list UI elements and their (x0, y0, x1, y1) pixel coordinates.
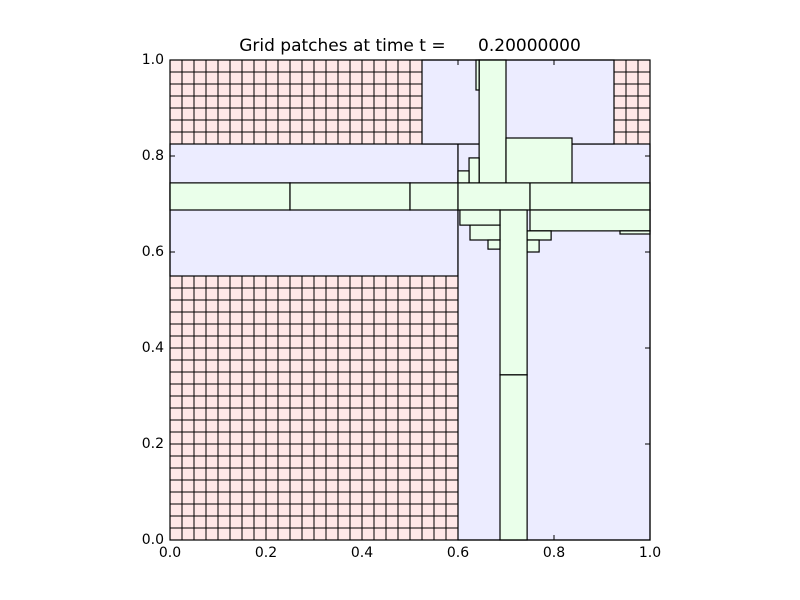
patch (468, 157, 480, 184)
patch (457, 182, 531, 211)
patch (619, 230, 651, 235)
x-tick-label: 0.2 (255, 545, 277, 561)
y-tick-label: 0.4 (142, 340, 164, 356)
y-tick-label: 0.8 (142, 148, 164, 164)
patch (487, 239, 501, 250)
y-tick-label: 0.0 (142, 532, 164, 548)
patch (469, 224, 501, 241)
patch (409, 182, 459, 211)
patch (499, 209, 528, 376)
patch (421, 59, 615, 145)
x-tick-label: 0.4 (351, 545, 373, 561)
patch (475, 59, 480, 91)
patch (529, 209, 651, 232)
patch (478, 59, 507, 184)
y-tick-label: 1.0 (142, 52, 164, 68)
patch (169, 182, 291, 211)
patch (499, 374, 528, 541)
x-tick-label: 1.0 (639, 545, 661, 561)
patch (289, 182, 411, 211)
patch (457, 170, 470, 184)
axes-frame (169, 59, 651, 541)
x-tick-label: 0.0 (159, 545, 181, 561)
patch (526, 239, 540, 253)
y-tick-label: 0.6 (142, 244, 164, 260)
x-tick-label: 0.6 (447, 545, 469, 561)
patch (459, 209, 501, 226)
patch (529, 182, 651, 211)
patch (526, 230, 552, 241)
patch (505, 137, 573, 184)
chart-title: Grid patches at time t = 0.20000000 (239, 36, 581, 56)
y-tick-label: 0.2 (142, 436, 164, 452)
x-tick-label: 0.8 (543, 545, 565, 561)
